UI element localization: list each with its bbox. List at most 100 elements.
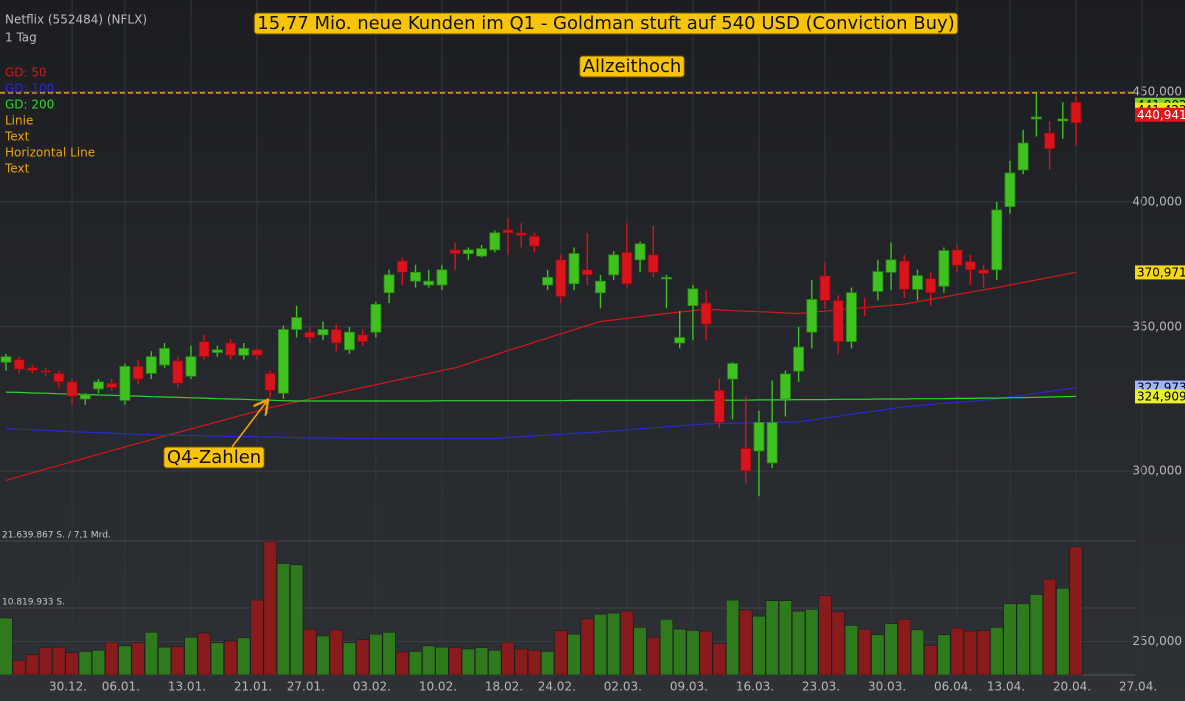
x-tick-label: 27.01. [287, 680, 325, 694]
annotation-arrow [231, 401, 267, 448]
candle-body [238, 348, 250, 356]
volume-bar [105, 641, 119, 676]
y-tick-label: 450,000 [1132, 84, 1182, 98]
volume-bar [990, 627, 1004, 676]
volume-bar [78, 651, 92, 676]
volume-bar [686, 630, 700, 676]
candle-body [713, 389, 725, 423]
annotation-box [579, 55, 685, 78]
candle-body [198, 341, 210, 358]
candle-body [132, 365, 144, 380]
volume-bar [91, 649, 106, 676]
candle-body [872, 271, 884, 292]
candle-body [40, 370, 52, 373]
annotation-text: 15,77 Mio. neue Kunden im Q1 - Goldman s… [257, 13, 954, 34]
x-tick-label: 13.04. [987, 680, 1025, 694]
candle-body [938, 250, 950, 287]
volume-bar [963, 630, 977, 676]
x-tick-label: 27.04. [1119, 680, 1157, 694]
candle-body [278, 329, 289, 394]
volume-bar [12, 659, 26, 676]
chart-title: Netflix (552484) (NFLX) [5, 13, 147, 27]
volume-tick-label: 10.819.933 S. [2, 598, 65, 608]
volume-bar [514, 648, 528, 676]
candle-body [211, 349, 223, 353]
candle-body [410, 271, 421, 282]
candle-body [925, 278, 937, 294]
x-tick-label: 16.03. [736, 680, 774, 694]
candle-body [462, 249, 474, 254]
candle-body [766, 421, 778, 464]
volume-bar [607, 612, 621, 676]
candle-body [793, 346, 804, 372]
volume-bar [910, 629, 925, 676]
chart-subtitle: 1 Tag [5, 31, 37, 45]
candle-body [951, 249, 963, 266]
candle-body [357, 334, 369, 343]
candle-body [93, 381, 104, 390]
candle-body [529, 235, 540, 247]
x-tick-label: 30.03. [868, 680, 906, 694]
candle-body [647, 254, 659, 273]
overlay: 441,902441,422440,941370,971327,973324,9… [0, 12, 1185, 469]
y-tick-label: 400,000 [1132, 194, 1182, 208]
volume-tick-label: 21.639.867 S. / 7,1 Mrd. [2, 531, 111, 541]
candle-body [145, 356, 157, 374]
volume-bar [52, 646, 66, 676]
candle-body [595, 280, 606, 294]
candle-body [806, 299, 818, 333]
candle-body [555, 259, 567, 297]
volume-bar [541, 651, 555, 676]
candle-body [674, 337, 686, 344]
volume-bar [699, 630, 713, 676]
volume-bar [65, 652, 79, 676]
volume-bar [39, 647, 53, 676]
volume-bar [25, 654, 40, 676]
volume-bar [448, 647, 462, 676]
volume-bar [250, 599, 264, 676]
candle-body [291, 317, 303, 330]
volume-bar [593, 614, 608, 676]
candle-body [251, 349, 263, 356]
candle-body [370, 303, 382, 333]
volume-bar [1069, 546, 1083, 676]
volume-bar [791, 610, 806, 676]
price-label-box [1135, 389, 1185, 404]
candle-body [317, 329, 329, 336]
volume-pane: 21.639.867 S. / 7,1 Mrd. 10.819.933 S. [0, 531, 1135, 676]
volume-bar [184, 636, 198, 676]
volume-bar [118, 645, 132, 676]
volume-bar [567, 633, 581, 676]
candle-body [779, 373, 791, 400]
candle-body [476, 248, 487, 257]
candle-body [832, 300, 844, 343]
candle-body [502, 229, 514, 234]
candle-body [700, 302, 712, 325]
volume-bar [263, 540, 277, 676]
candle-body [1044, 132, 1055, 150]
volume-bar [646, 636, 660, 676]
volume-bar [805, 609, 819, 676]
x-tick-label: 06.04. [934, 680, 972, 694]
candle-body [819, 275, 831, 301]
volume-bar [818, 595, 832, 676]
volume-bar [673, 628, 687, 676]
candle-body [344, 331, 355, 351]
candle-body [423, 280, 435, 286]
candle-body [304, 331, 316, 338]
candle-body [27, 367, 38, 371]
volume-bar [976, 630, 991, 676]
price-label-box [1135, 107, 1185, 122]
candle-body [991, 209, 1003, 271]
volume-bar [342, 642, 357, 676]
volume-bar [223, 640, 238, 676]
moving-average-line [5, 391, 1077, 402]
candle-body [449, 249, 461, 254]
volume-bar [144, 631, 158, 676]
volume-bar [197, 632, 211, 676]
volume-bar [950, 627, 964, 676]
volume-bar [739, 609, 753, 676]
volume-bar [620, 610, 634, 676]
volume-bar [765, 600, 779, 676]
